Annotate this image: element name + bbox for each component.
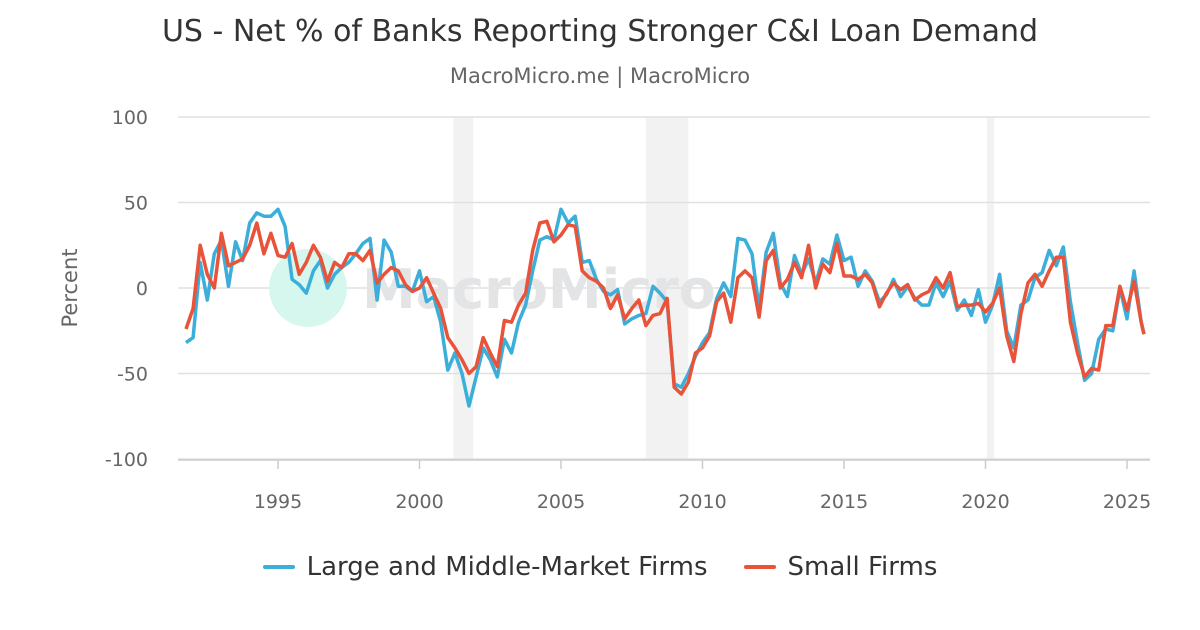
watermark-logo: MacroMicro — [269, 249, 716, 327]
series-line-small-firms — [184, 219, 1146, 396]
x-tick-label: 2015 — [820, 491, 868, 513]
legend-item-large-firms[interactable]: Large and Middle-Market Firms — [262, 552, 708, 582]
legend-swatch — [262, 565, 295, 569]
y-tick-label: -50 — [117, 364, 148, 386]
legend-swatch — [743, 565, 776, 569]
chart-title: US - Net % of Banks Reporting Stronger C… — [161, 14, 1039, 49]
y-tick-label: 0 — [136, 278, 148, 300]
legend: Large and Middle-Market Firms Small Firm… — [0, 552, 1200, 582]
x-tick-label: 2005 — [537, 491, 585, 513]
x-tick-label: 2010 — [678, 491, 726, 513]
y-tick-label: -100 — [105, 449, 148, 471]
x-tick-label: 1995 — [254, 491, 302, 513]
x-tick-label: 2000 — [395, 491, 443, 513]
x-tick-label: 2025 — [1103, 491, 1151, 513]
chart-subtitle: MacroMicro.me | MacroMicro — [449, 64, 751, 88]
y-axis-label: Percent — [58, 248, 82, 327]
y-tick-label: 100 — [112, 107, 148, 129]
legend-label: Large and Middle-Market Firms — [306, 552, 708, 582]
y-tick-label: 50 — [124, 193, 148, 215]
legend-item-small-firms[interactable]: Small Firms — [743, 552, 938, 582]
x-tick-label: 2020 — [961, 491, 1009, 513]
legend-label: Small Firms — [787, 552, 938, 582]
